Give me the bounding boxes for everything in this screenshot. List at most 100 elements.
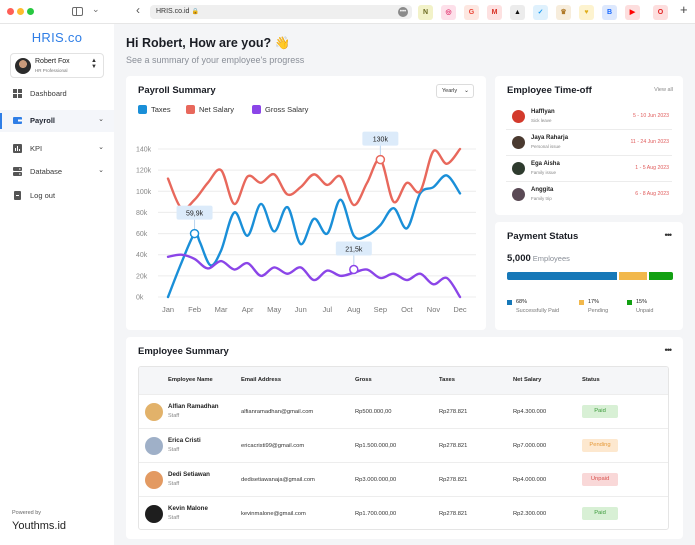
payment-label: Unpaid — [636, 308, 654, 314]
logout-icon — [14, 191, 21, 200]
x-tick-label: Mar — [215, 305, 228, 314]
x-tick-label: Sep — [374, 305, 387, 314]
back-icon[interactable]: ‹ — [136, 3, 140, 17]
youtube-icon[interactable]: ▶ — [625, 5, 640, 20]
column-header[interactable]: Net Salary — [513, 377, 542, 383]
avatar — [145, 471, 163, 489]
sidebar-item-logout[interactable]: Log out — [0, 185, 114, 207]
powered-by-brand[interactable]: Youthms.id — [12, 520, 67, 532]
chevron-down-icon[interactable]: ⌄ — [92, 4, 100, 14]
card-title: Employee Summary — [138, 346, 229, 357]
sidebar-item-label: KPI — [30, 144, 43, 153]
avatar — [512, 136, 525, 149]
more-icon[interactable]: ••• — [398, 7, 408, 17]
view-all-link[interactable]: View all — [654, 87, 673, 93]
timeoff-row[interactable]: Jaya Raharja Personal issue 11 - 24 Jun … — [506, 130, 672, 156]
lock-icon: 🔒 — [191, 9, 199, 15]
period-dropdown[interactable]: Yearly ⌄ — [436, 84, 474, 98]
employee-name: Dedi Setiawan — [168, 471, 210, 478]
powered-by-label: Powered by — [12, 510, 42, 516]
annotation-point — [189, 228, 200, 239]
timeoff-row[interactable]: Hafflyan Sick leave 5 - 10 Jun 2023 — [506, 104, 672, 130]
x-tick-label: Aug — [347, 305, 360, 314]
sidebar-item-kpi[interactable]: KPI ⌄ — [0, 138, 114, 160]
period-value: Yearly — [442, 88, 458, 94]
extension-icon[interactable]: N — [418, 5, 433, 20]
more-options-button[interactable]: ••• — [664, 345, 673, 355]
app-logo[interactable]: HRIS.co — [31, 30, 83, 45]
legend-label: Taxes — [151, 105, 171, 114]
sidebar-item-dashboard[interactable]: Dashboard — [0, 83, 114, 105]
employee-gross: Rp3.000.000,00 — [355, 477, 397, 483]
extension-icon[interactable]: ◎ — [441, 5, 456, 20]
x-tick-label: Jun — [295, 305, 307, 314]
page-subtitle: See a summary of your employee's progres… — [126, 55, 305, 65]
sidebar-item-payroll[interactable]: Payroll ⌄ — [0, 110, 114, 132]
payment-label: Successfully Paid — [516, 308, 560, 314]
behance-icon[interactable]: B — [602, 5, 617, 20]
x-tick-label: Oct — [401, 305, 414, 314]
twitter-icon[interactable]: ✓ — [533, 5, 548, 20]
timeoff-row[interactable]: Anggita Family trip 6 - 8 Aug 2023 — [506, 182, 672, 208]
user-switcher[interactable]: Robert Fox HR Professional ▲ ▼ — [10, 53, 104, 78]
maximize-window-button[interactable] — [27, 8, 34, 15]
column-header[interactable]: Email Address — [241, 377, 282, 383]
new-tab-icon[interactable]: + — [680, 2, 688, 17]
x-tick-label: Feb — [188, 305, 201, 314]
employee-gross: Rp1.500.000,00 — [355, 443, 397, 449]
close-window-button[interactable] — [7, 8, 14, 15]
employee-net-salary: Rp2.300.000 — [513, 511, 547, 517]
status-badge: Paid — [582, 405, 618, 418]
timeoff-name: Ega Aisha — [531, 161, 560, 167]
column-header[interactable]: Status — [582, 377, 600, 383]
extension-icon[interactable]: ♥ — [579, 5, 594, 20]
payment-bar-segment — [648, 272, 673, 280]
legend-swatch — [579, 300, 584, 305]
extension-icon[interactable]: ▲ — [510, 5, 525, 20]
legend-swatch — [138, 105, 147, 114]
sidebar-toggle-icon[interactable] — [72, 7, 83, 16]
status-badge: Pending — [582, 439, 618, 452]
y-tick-label: 80k — [136, 210, 148, 217]
payment-percent: 17% — [588, 299, 600, 305]
table-row[interactable]: Dedi Setiawan Staff dedisetiawanaja@gmai… — [139, 462, 668, 496]
payment-percent: 68% — [516, 299, 528, 305]
employee-count-value: 5,000 — [507, 253, 531, 264]
avatar — [145, 505, 163, 523]
column-header[interactable]: Taxes — [439, 377, 456, 383]
y-tick-label: 0k — [136, 295, 144, 302]
google-icon[interactable]: G — [464, 5, 479, 20]
employee-timeoff-card: Employee Time-off View all Hafflyan Sick… — [495, 76, 683, 215]
extension-icon[interactable]: ♛ — [556, 5, 571, 20]
opera-icon[interactable]: O — [653, 5, 668, 20]
payment-label: Pending — [588, 308, 609, 314]
avatar — [512, 110, 525, 123]
table-row[interactable]: Kevin Malone Staff kevinmalone@gmail.com… — [139, 496, 668, 529]
x-tick-label: Jan — [162, 305, 174, 314]
more-options-button[interactable]: ••• — [664, 230, 673, 240]
wallet-icon — [13, 117, 22, 124]
employee-name: Alfian Ramadhan — [168, 403, 219, 410]
payroll-summary-card: 0k 20k 40k 60k 80k 100k 120k 140k Jan Feb Mar Apr Ma… — [126, 76, 486, 330]
gmail-icon[interactable]: M — [487, 5, 502, 20]
annotation-box — [362, 131, 399, 146]
timeoff-type: Family issue — [531, 170, 557, 175]
table-row[interactable]: Alfian Ramadhan Staff alfianramadhan@gma… — [139, 394, 668, 428]
table-row[interactable]: Erica Cristi Staff ericacristi99@gmail.c… — [139, 428, 668, 462]
sidebar: HRIS.co Robert Fox HR Professional ▲ ▼ Da… — [0, 24, 114, 545]
employee-email: kevinmalone@gmail.com — [241, 511, 306, 517]
series-line-net-salary — [166, 147, 462, 211]
employee-taxes: Rp278.821 — [439, 477, 468, 483]
chevron-down-icon: ⌄ — [98, 144, 104, 151]
column-header[interactable]: Gross — [355, 377, 372, 383]
payment-bar-segment — [619, 272, 647, 280]
address-bar[interactable]: HRIS.co.id 🔒 — [150, 5, 412, 19]
column-header[interactable]: Employee Name — [168, 377, 213, 383]
bar-chart-icon — [13, 144, 22, 153]
sidebar-item-database[interactable]: Database ⌄ — [0, 161, 114, 183]
minimize-window-button[interactable] — [17, 8, 24, 15]
timeoff-date: 6 - 8 Aug 2023 — [635, 191, 669, 197]
timeoff-row[interactable]: Ega Aisha Family issue 1 - 5 Aug 2023 — [506, 156, 672, 182]
employee-name: Erica Cristi — [168, 437, 201, 444]
timeoff-type: Family trip — [531, 196, 552, 201]
